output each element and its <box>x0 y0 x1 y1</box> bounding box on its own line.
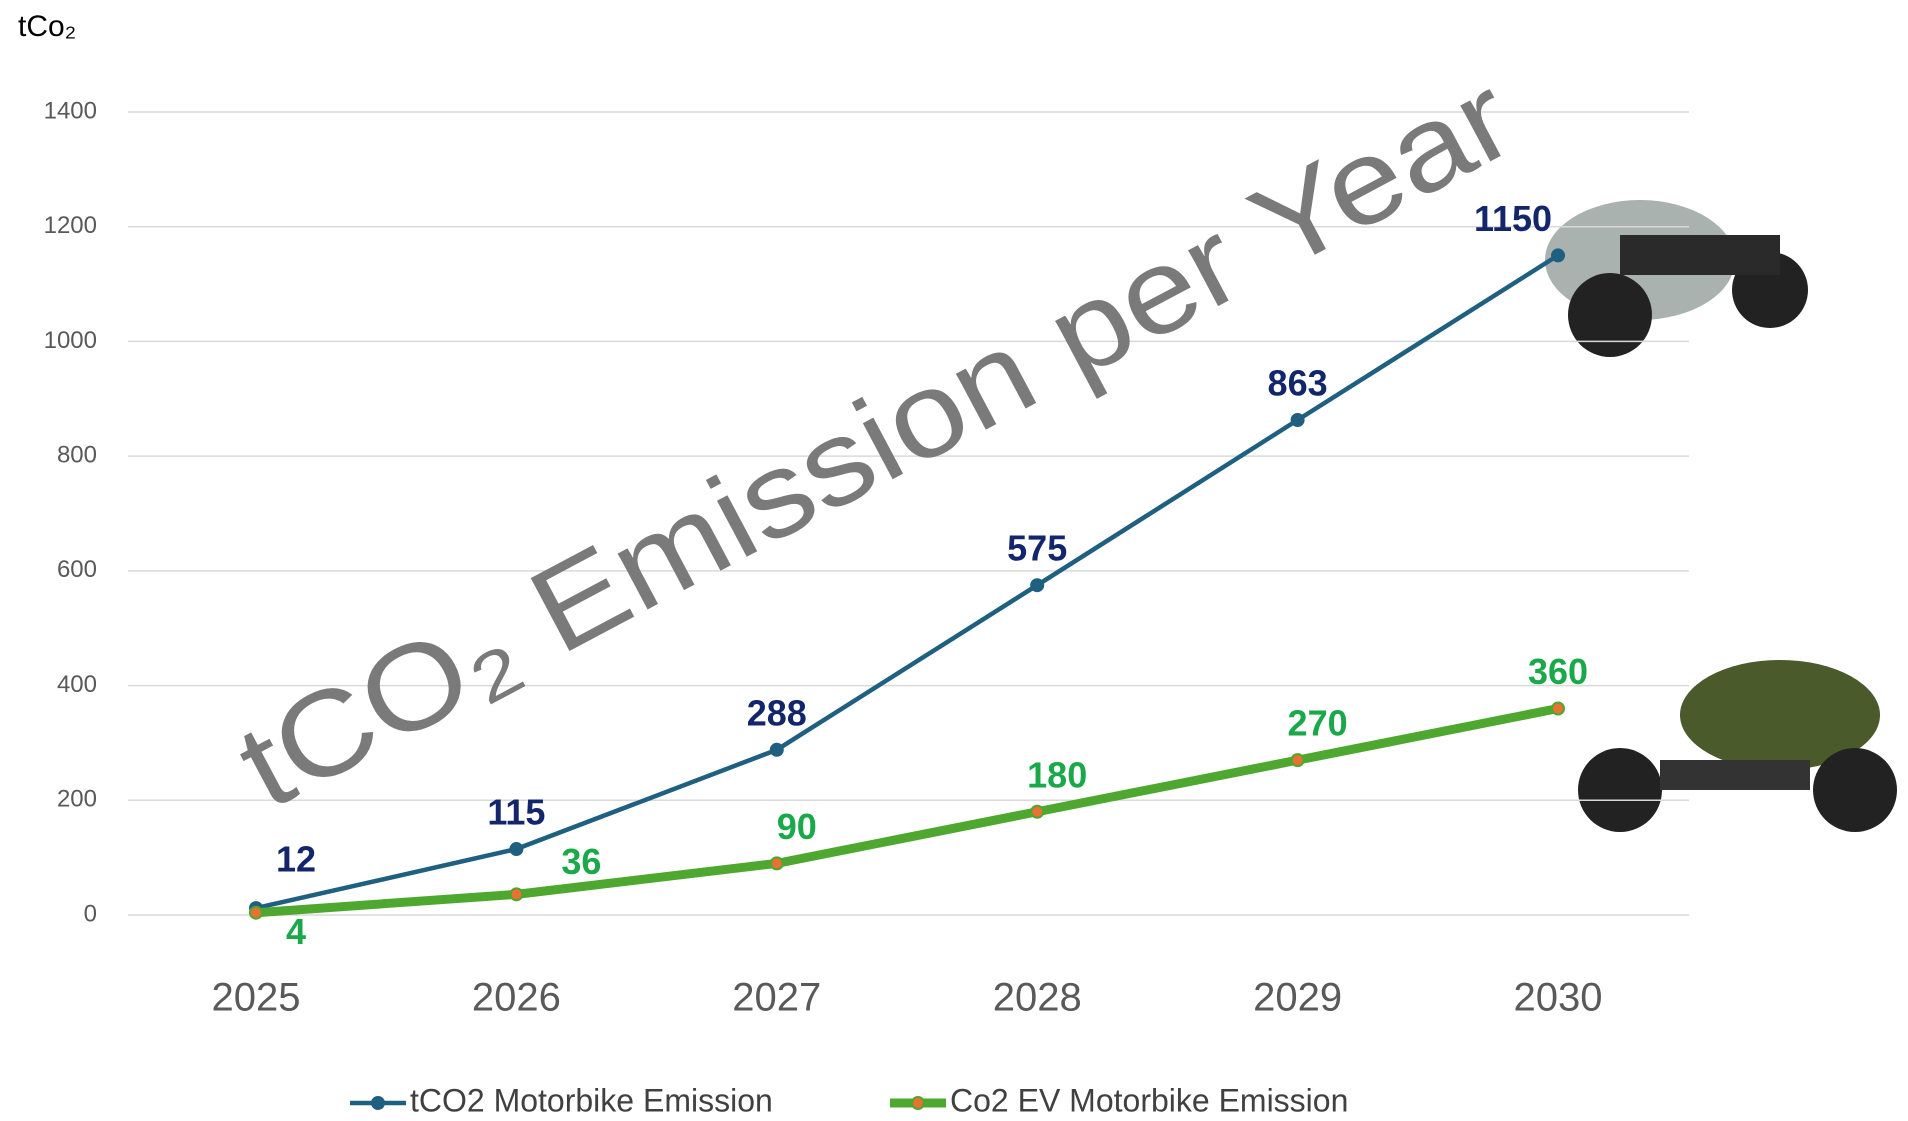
y-tick-label: 0 <box>84 900 97 927</box>
y-axis-label: tCo₂ <box>18 10 76 43</box>
data-label: 575 <box>1007 528 1067 569</box>
x-tick-label: 2025 <box>212 976 301 1020</box>
data-label: 36 <box>561 841 601 882</box>
marker <box>1292 414 1304 426</box>
scooter-image <box>1545 200 1808 357</box>
marker <box>1552 703 1564 715</box>
y-tick-label: 1000 <box>44 327 97 354</box>
data-label: 90 <box>777 806 817 847</box>
legend-label: tCO2 Motorbike Emission <box>410 1082 773 1118</box>
data-label: 270 <box>1288 703 1348 744</box>
data-label: 115 <box>487 792 545 833</box>
marker <box>1031 806 1043 818</box>
data-label: 360 <box>1528 651 1588 692</box>
x-tick-label: 2028 <box>993 976 1082 1020</box>
legend-label: Co2 EV Motorbike Emission <box>950 1082 1348 1118</box>
x-tick-label: 2026 <box>472 976 561 1020</box>
marker <box>771 744 783 756</box>
y-tick-label: 200 <box>57 786 97 813</box>
x-tick-label: 2030 <box>1514 976 1603 1020</box>
marker <box>1292 754 1304 766</box>
data-label: 4 <box>286 911 306 952</box>
y-tick-label: 400 <box>57 671 97 698</box>
data-label: 180 <box>1027 754 1087 795</box>
data-label: 12 <box>276 839 316 880</box>
marker <box>1552 249 1564 261</box>
x-tick-label: 2029 <box>1253 976 1342 1020</box>
legend-marker <box>372 1097 384 1109</box>
y-tick-label: 1400 <box>44 97 97 124</box>
y-tick-label: 1200 <box>44 212 97 239</box>
y-tick-label: 800 <box>57 441 97 468</box>
x-tick-label: 2027 <box>732 976 821 1020</box>
chart: tCo₂ 0 200 400 600 800 1000 1200 1400 2025 2026 20… <box>0 0 1908 1121</box>
data-label: 288 <box>747 692 807 733</box>
data-label: 863 <box>1268 363 1328 404</box>
marker <box>771 857 783 869</box>
marker <box>1031 579 1043 591</box>
data-label: 1150 <box>1474 198 1552 239</box>
marker <box>510 843 522 855</box>
marker <box>250 907 262 919</box>
marker <box>510 888 522 900</box>
y-tick-label: 600 <box>57 556 97 583</box>
legend-marker <box>912 1097 924 1109</box>
